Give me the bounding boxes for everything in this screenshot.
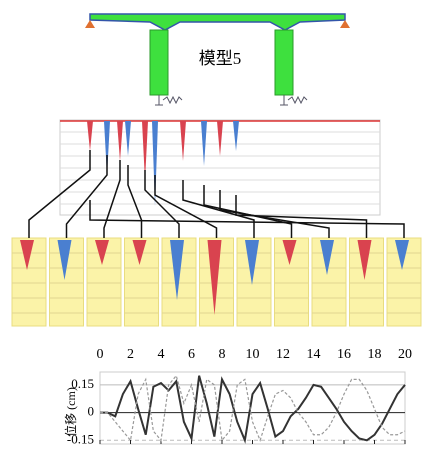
support (85, 20, 95, 28)
strip-spike (117, 121, 123, 161)
connector (127, 165, 143, 238)
bridge-model: 模型5 (85, 13, 350, 106)
panel-spike (95, 240, 109, 265)
y-axis-label: 位移 (cm) (63, 387, 78, 437)
x-tick-label: 16 (337, 347, 351, 362)
panel-spike (320, 240, 334, 275)
x-tick-label: 8 (219, 347, 226, 362)
panel-spike (170, 240, 184, 300)
x-tick-label: 0 (97, 347, 104, 362)
x-tick-label: 20 (398, 347, 412, 362)
connector (89, 200, 405, 238)
strip-spike (233, 121, 239, 151)
strip-spike (104, 121, 110, 176)
x-tick-label: 18 (368, 347, 382, 362)
strip-spike (180, 121, 186, 161)
strip-spike (142, 121, 148, 181)
connector (103, 160, 121, 238)
y-tick-label: -0.15 (67, 431, 94, 446)
x-tick-label: 6 (188, 347, 195, 362)
x-tick-label: 10 (246, 347, 260, 362)
model-label: 模型5 (199, 49, 242, 68)
strip-spike (125, 121, 131, 156)
strip-spike (152, 121, 158, 206)
strip-spike (201, 121, 207, 166)
connector (182, 180, 255, 238)
panel-spike (395, 240, 409, 270)
strip-spike (87, 121, 93, 151)
support (340, 20, 350, 28)
connector (235, 195, 368, 238)
panel-spike (357, 240, 372, 280)
connector (219, 190, 330, 238)
deck (89, 13, 346, 31)
x-tick-label: 2 (127, 347, 134, 362)
pier (274, 29, 294, 96)
panel-spike (132, 240, 147, 265)
connector (28, 150, 91, 238)
response-panels (11, 237, 422, 327)
panel-spike (57, 240, 72, 280)
connector (65, 155, 108, 238)
panel-spike (282, 240, 297, 265)
x-tick-label: 4 (158, 347, 165, 362)
spring (280, 95, 308, 106)
series-line (100, 375, 406, 444)
connector (144, 170, 180, 238)
panel-spike (20, 240, 34, 270)
pier (149, 29, 169, 96)
x-tick-label: 12 (276, 347, 290, 362)
y-tick-label: 0 (88, 404, 95, 419)
x-tick-label: 14 (307, 347, 321, 362)
panel-spike (207, 240, 222, 315)
connectors (28, 150, 405, 238)
spring (155, 95, 183, 106)
series-line (100, 374, 406, 443)
y-tick-label: 0.15 (71, 376, 94, 391)
panel-spike (245, 240, 259, 285)
strip-spike (217, 121, 223, 156)
connector (154, 175, 218, 238)
